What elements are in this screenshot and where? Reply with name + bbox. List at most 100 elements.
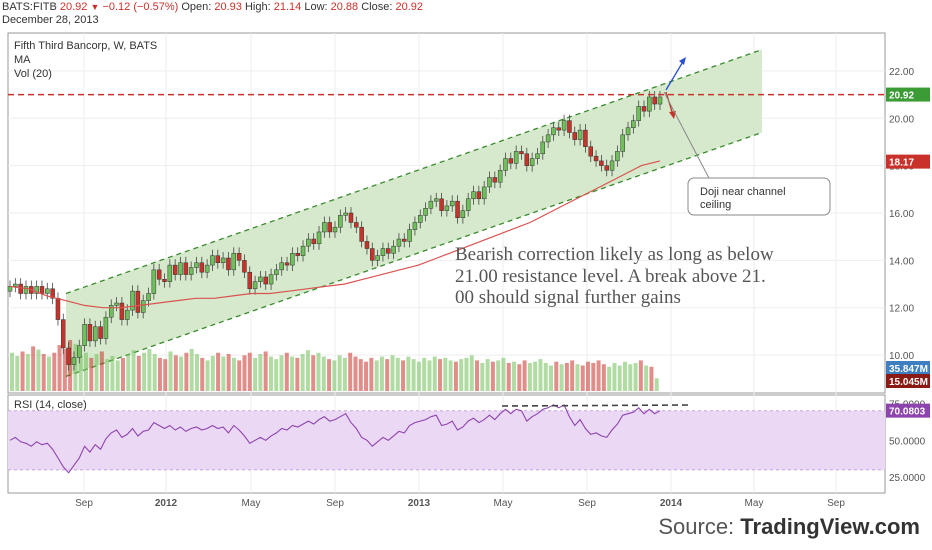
candle-body bbox=[588, 146, 593, 157]
candle-body bbox=[300, 245, 306, 256]
volume-bar bbox=[20, 351, 25, 391]
candle-body bbox=[124, 309, 130, 320]
volume-bar bbox=[654, 378, 659, 391]
volume-bar bbox=[184, 352, 189, 391]
candle-body bbox=[370, 248, 375, 261]
price-badges: 20.92 18.17 35.847M 15.045M 70.0803 bbox=[886, 87, 930, 418]
volume-bar bbox=[464, 357, 469, 391]
time-tick-label: May bbox=[242, 498, 261, 509]
rsi-badge: 70.0803 bbox=[886, 403, 930, 418]
candle-body bbox=[55, 298, 61, 320]
rsi-tick-label: 25.0000 bbox=[889, 473, 926, 484]
candle-body bbox=[220, 257, 226, 263]
candle-body bbox=[71, 357, 77, 365]
volume-bar bbox=[385, 359, 390, 391]
candle-body bbox=[652, 96, 657, 105]
volume-bar bbox=[305, 350, 310, 391]
ma-badge-text: 18.17 bbox=[889, 158, 914, 169]
candle-body bbox=[455, 200, 460, 218]
candle-body bbox=[556, 127, 562, 131]
candle-body bbox=[460, 210, 466, 218]
volume-bar bbox=[173, 355, 178, 391]
annotation-line-3: 00 should signal further gains bbox=[455, 287, 681, 308]
candle-body bbox=[647, 96, 652, 112]
candle-body bbox=[338, 215, 343, 228]
volume-bar bbox=[189, 348, 194, 391]
ma-badge: 18.17 bbox=[886, 154, 930, 169]
candle-body bbox=[311, 238, 316, 245]
candle-body bbox=[396, 238, 402, 247]
candle-body bbox=[45, 288, 50, 294]
volume-bar bbox=[416, 361, 421, 391]
volume-bar bbox=[126, 354, 131, 391]
candle-body bbox=[428, 200, 434, 209]
annotation-line-1: Bearish correction likely as long as bel… bbox=[455, 244, 774, 265]
volume-bar bbox=[115, 360, 120, 391]
price-tick-label: 14.00 bbox=[889, 256, 914, 267]
volume-bar bbox=[10, 352, 14, 391]
candle-body bbox=[503, 158, 508, 171]
volume-bar bbox=[311, 355, 316, 391]
volume-bar bbox=[617, 365, 622, 391]
candle-body bbox=[39, 286, 45, 294]
volume-bar bbox=[205, 360, 210, 391]
volume-low-badge-bg bbox=[886, 374, 930, 388]
volume-bar bbox=[517, 364, 522, 391]
candle-body bbox=[236, 253, 242, 261]
volume-bar bbox=[110, 355, 115, 391]
volume-bar bbox=[41, 354, 46, 391]
high-value: 21.14 bbox=[273, 1, 302, 13]
candle-body bbox=[540, 141, 546, 155]
channel-lower-line bbox=[65, 131, 763, 378]
candle-body bbox=[359, 226, 364, 242]
candle-body bbox=[487, 177, 492, 188]
volume-bar bbox=[496, 360, 501, 391]
candle-body bbox=[583, 129, 588, 147]
candle-body bbox=[375, 255, 380, 261]
candle-body bbox=[23, 286, 29, 294]
candle-body bbox=[183, 262, 189, 275]
volume-bar bbox=[543, 362, 548, 391]
candle-body bbox=[108, 305, 114, 318]
volume-bar bbox=[274, 359, 279, 391]
volume-bar bbox=[216, 352, 221, 391]
time-tick-label: Sep bbox=[326, 498, 344, 509]
candle-body bbox=[492, 177, 498, 183]
candle-body bbox=[513, 151, 519, 164]
candle-body bbox=[322, 222, 327, 233]
volume-bar bbox=[226, 354, 231, 391]
volume-bar bbox=[406, 356, 411, 391]
time-tick-label: 2013 bbox=[408, 498, 431, 509]
volume-bar bbox=[596, 360, 601, 391]
volume-bar bbox=[105, 359, 110, 391]
moving-average-line bbox=[9, 160, 661, 309]
candle-body bbox=[151, 269, 157, 294]
candle-body bbox=[497, 170, 503, 183]
bar-date: December 28, 2013 bbox=[2, 14, 99, 26]
volume-bar bbox=[152, 354, 157, 391]
price-tick-label: 12.00 bbox=[889, 304, 914, 315]
volume-bar bbox=[62, 348, 67, 391]
header-bar: BATS:FITB 20.92 ▼ −0.12 (−0.57%) Open: 2… bbox=[2, 1, 423, 14]
volume-bar bbox=[564, 362, 569, 391]
volume-low-badge: 15.045M bbox=[886, 374, 930, 388]
candle-body bbox=[519, 151, 524, 155]
volume-bar bbox=[638, 360, 643, 391]
candle-body bbox=[407, 229, 412, 242]
candle-body bbox=[295, 253, 300, 256]
high-label: High: bbox=[244, 1, 271, 13]
volume-high-badge-bg bbox=[886, 361, 930, 375]
channel-upper-line bbox=[65, 48, 763, 295]
candle-body bbox=[327, 222, 332, 233]
volume-bar bbox=[168, 351, 173, 391]
legend-title: Fifth Third Bancorp, W, BATS bbox=[14, 40, 157, 52]
candle-body bbox=[178, 262, 183, 275]
volume-bar bbox=[554, 361, 559, 391]
volume-bar bbox=[459, 359, 464, 391]
candle-body bbox=[561, 120, 567, 131]
price-tick-label: 20.00 bbox=[889, 114, 914, 125]
volume-bar bbox=[586, 361, 591, 391]
candle-body bbox=[98, 326, 103, 339]
